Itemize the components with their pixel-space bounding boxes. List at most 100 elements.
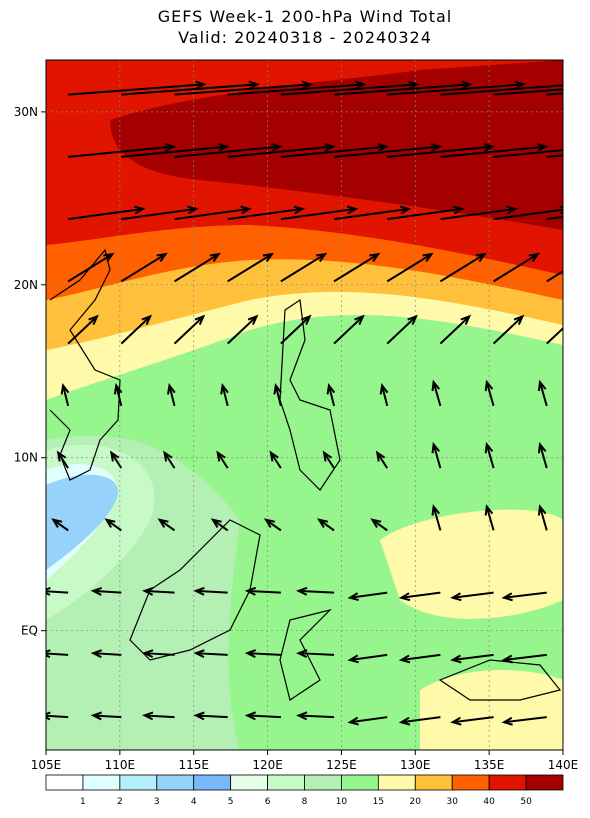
wind-arrow: [296, 649, 335, 658]
wind-arrow: [263, 518, 282, 532]
coastline: [279, 298, 341, 491]
wind-arrow: [296, 586, 335, 596]
wind-arrow: [273, 382, 282, 407]
wind-arrow: [333, 314, 365, 345]
colorbar-box: [304, 774, 342, 791]
lat-label: 30N: [14, 105, 38, 119]
wind-arrow: [227, 142, 336, 158]
wind-arrow: [244, 586, 281, 596]
wind-arrow: [398, 591, 441, 602]
colorbar-label: 4: [191, 797, 197, 807]
colorbar-label: 8: [302, 797, 308, 807]
wind-arrow: [379, 382, 389, 407]
wind-arrow: [537, 504, 548, 531]
colorbar-label: 40: [483, 797, 495, 807]
wind-arrow: [220, 382, 229, 407]
wind-arrow: [493, 252, 540, 283]
wind-arrow: [68, 142, 177, 158]
wind-arrow: [120, 314, 153, 345]
colorbar-box: [451, 774, 490, 791]
wind-arrow: [90, 649, 122, 659]
lon-label: 105E: [31, 758, 62, 772]
colorbar-box: [267, 774, 305, 791]
wind-arrow: [60, 382, 70, 407]
wind-arrow: [375, 450, 389, 469]
wind-arrow: [113, 382, 123, 407]
wind-arrow: [121, 80, 260, 96]
wind-arrow: [227, 252, 275, 283]
colorbar-box: [341, 774, 379, 791]
wind-arrow: [398, 716, 441, 726]
wind-arrow: [56, 450, 69, 469]
wind-arrow: [142, 586, 175, 596]
wind-arrow: [501, 591, 547, 602]
colorbar-box: [525, 774, 564, 791]
wind-arrow: [173, 252, 221, 283]
colorbar-label: 10: [336, 797, 348, 807]
lon-label: 120E: [252, 758, 283, 772]
colorbar-box: [45, 774, 84, 791]
wind-arrow: [450, 591, 494, 602]
colorbar-box: [156, 774, 195, 791]
wind-arrow: [450, 653, 494, 664]
colorbar-box: [230, 774, 268, 791]
colorbar-box: [414, 774, 453, 791]
wind-arrow: [244, 711, 281, 721]
wind-arrow: [173, 314, 206, 345]
wind-arrow: [193, 586, 228, 596]
wind-arrow: [216, 450, 229, 469]
lon-label: 110E: [105, 758, 136, 772]
wind-arrow: [484, 379, 495, 407]
wind-arrow: [450, 716, 494, 726]
wind-arrow: [227, 80, 367, 96]
wind-arrow: [121, 142, 230, 158]
colorbar-label: 15: [373, 797, 384, 807]
wind-arrow: [387, 142, 496, 158]
wind-arrow: [174, 205, 252, 221]
wind-arrow: [142, 711, 175, 721]
wind-arrow: [280, 252, 328, 283]
lon-label: 130E: [400, 758, 431, 772]
wind-arrow: [546, 326, 563, 345]
wind-arrow: [227, 205, 306, 221]
lat-label: 20N: [14, 278, 38, 292]
wind-arrow: [493, 88, 563, 96]
wind-arrow: [68, 205, 146, 221]
wind-arrow: [269, 450, 282, 469]
wind-arrow: [387, 205, 465, 221]
wind-arrow: [398, 653, 441, 664]
wind-arrow: [439, 252, 487, 283]
wind-arrow: [90, 711, 122, 721]
wind-arrow: [546, 270, 563, 283]
colorbar-label: 6: [265, 797, 271, 807]
wind-arrow: [501, 716, 547, 726]
wind-arrow: [333, 142, 442, 158]
coastline: [279, 608, 332, 701]
wind-arrow: [142, 649, 175, 659]
field-yellow: [420, 670, 563, 750]
field-blue: [46, 474, 119, 570]
wind-arrow: [163, 450, 176, 469]
wind-arrow: [431, 441, 442, 469]
wind-arrows: [46, 80, 563, 726]
lon-label: 115E: [178, 758, 209, 772]
wind-arrow: [333, 205, 412, 221]
wind-arrow: [174, 80, 314, 96]
wind-arrow: [210, 518, 229, 532]
map-frame: [45, 59, 564, 751]
wind-arrow: [68, 80, 207, 96]
wind-arrow: [387, 80, 526, 96]
lon-label: 140E: [548, 758, 579, 772]
wind-arrow: [537, 441, 548, 469]
wind-arrow: [440, 142, 549, 158]
title: GEFS Week-1 200-hPa Wind Total: [158, 7, 452, 26]
wind-arrow: [431, 504, 442, 531]
wind-arrow: [386, 252, 434, 283]
wind-arrow: [347, 591, 388, 602]
band-50: [110, 60, 563, 230]
colorbar: 1 2 3 4 5 6 8 10 15 20 30 40 50: [45, 774, 564, 807]
wind-arrow: [333, 80, 473, 96]
axes: 105E 110E 115E 120E 125E 130E 135E 140E EQ 10N 20N…: [14, 105, 579, 772]
wind-arrow: [484, 504, 495, 531]
